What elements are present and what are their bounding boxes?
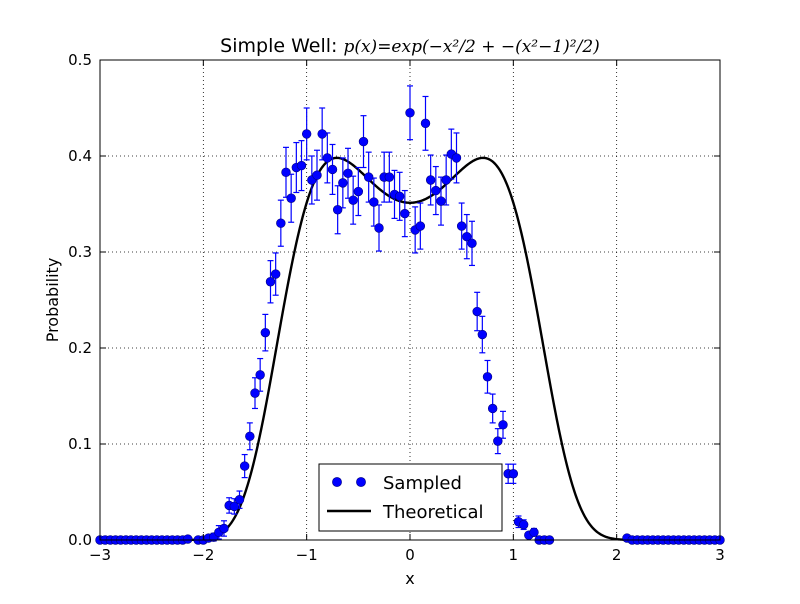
- legend-sampled-label: Sampled: [383, 473, 462, 494]
- y-tick-label: 0.0: [68, 531, 92, 549]
- sampled-point: [260, 327, 271, 338]
- x-axis-label: x: [405, 569, 414, 588]
- sampled-point: [508, 469, 519, 479]
- legend: Sampled Theoretical: [318, 463, 503, 532]
- sampled-point: [353, 186, 364, 197]
- x-tick-label: 0: [405, 546, 415, 564]
- sampled-point: [332, 205, 343, 215]
- sampled-point: [400, 208, 410, 219]
- chart-title: Simple Well: p(x)=exp(−x²/2 + −(x²−1)²/2…: [220, 35, 600, 57]
- sampled-point: [348, 195, 358, 205]
- legend-theoretical-label: Theoretical: [382, 502, 484, 523]
- ticks: −3 −2 −1 0 1 2 3 0.0 0.1 0.2 0.3 0.4 0.5: [68, 51, 725, 564]
- chart-title-formula: p(x)=exp(−x²/2 + −(x²−1)²/2): [343, 37, 599, 57]
- sampled-point: [487, 403, 498, 414]
- sampled-point: [477, 329, 488, 340]
- sampled-point: [498, 420, 508, 430]
- sampled-point: [276, 218, 286, 228]
- sampled-point: [384, 172, 395, 182]
- sampled-point: [234, 494, 245, 505]
- sampled-point: [338, 178, 348, 188]
- sampled-point: [441, 175, 451, 185]
- sampled-point: [415, 221, 426, 231]
- sampled-point: [229, 501, 240, 512]
- sampled-point: [456, 221, 467, 231]
- x-tick-label: −1: [296, 546, 318, 564]
- sampled-point: [482, 372, 493, 382]
- y-tick-label: 0.1: [68, 435, 92, 453]
- sampled-point: [239, 461, 250, 471]
- sampled-point: [425, 175, 436, 185]
- sampled-point: [436, 196, 446, 206]
- legend-sampled-marker-right: [356, 477, 366, 487]
- sampled-point: [529, 527, 539, 538]
- y-axis-label: Probability: [43, 258, 62, 343]
- sampled-point: [462, 231, 472, 242]
- sampled-point: [219, 523, 229, 534]
- sampled-point: [343, 168, 353, 178]
- sampled-point: [431, 185, 441, 196]
- sampled-point: [420, 118, 431, 129]
- x-tick-label: 2: [612, 546, 622, 564]
- x-tick-label: 1: [509, 546, 519, 564]
- sampled-point: [312, 170, 322, 180]
- sampled-point: [369, 197, 379, 207]
- x-tick-label: −2: [192, 546, 214, 564]
- sampled-point: [374, 223, 384, 233]
- sampled-point: [493, 436, 503, 446]
- sampled-point: [183, 534, 193, 544]
- legend-sampled-marker-left: [332, 477, 342, 487]
- sampled-point: [327, 164, 338, 175]
- sampled-point: [286, 193, 296, 203]
- sampled-point: [301, 129, 312, 139]
- sampled-point: [363, 172, 374, 182]
- x-tick-label: −3: [89, 546, 111, 564]
- sampled-point: [250, 388, 260, 398]
- y-tick-label: 0.2: [68, 339, 92, 357]
- sampled-point: [270, 269, 281, 279]
- legend-box: [318, 463, 503, 532]
- sampled-point: [255, 370, 265, 380]
- sampled-point: [451, 153, 462, 163]
- y-tick-label: 0.4: [68, 147, 92, 165]
- y-tick-label: 0.3: [68, 243, 92, 261]
- sampled-point: [472, 306, 482, 317]
- sampled-point: [265, 277, 276, 287]
- sampled-point: [245, 431, 255, 442]
- y-tick-label: 0.5: [68, 51, 92, 69]
- sampled-point: [296, 160, 307, 171]
- sampled-point: [322, 153, 333, 163]
- sampled-point: [405, 108, 415, 118]
- sampled-point: [358, 136, 369, 147]
- chart-title-text: Simple Well:: [220, 35, 343, 57]
- x-tick-label: 3: [715, 546, 725, 564]
- sampled-point: [518, 519, 529, 530]
- sampled-point: [394, 191, 405, 202]
- sampled-point: [281, 167, 291, 178]
- sampled-point: [317, 129, 327, 139]
- sampled-point: [467, 238, 477, 249]
